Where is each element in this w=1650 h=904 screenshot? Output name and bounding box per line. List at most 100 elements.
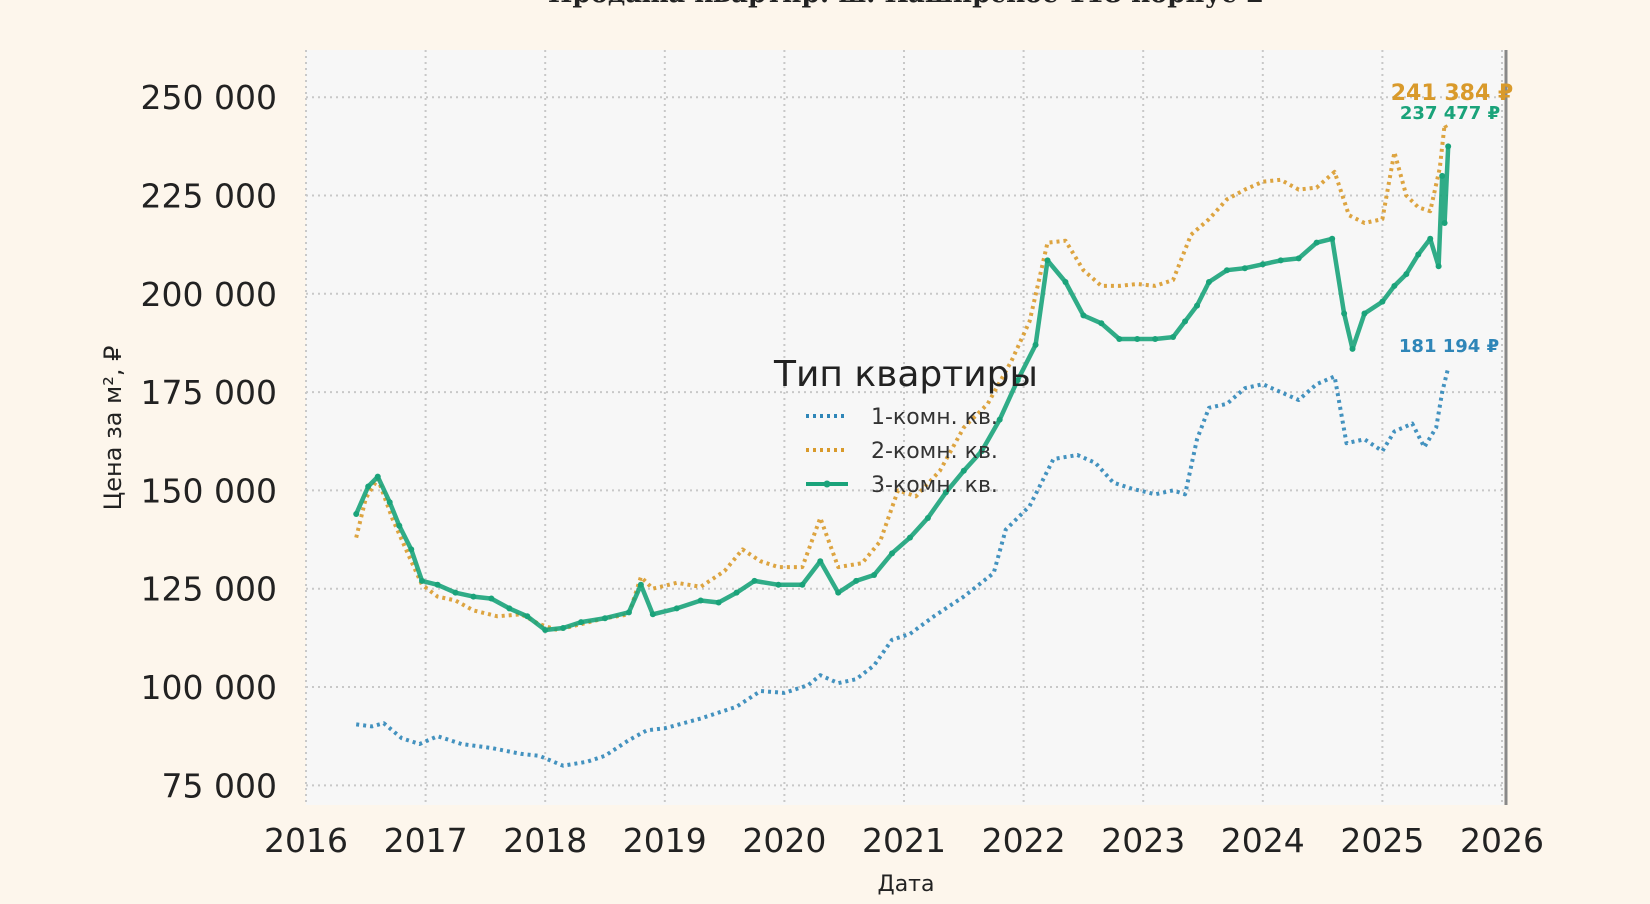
series-point-3 (942, 489, 949, 496)
y-axis-label: Цена за м², ₽ (99, 346, 127, 511)
series-point-3 (637, 581, 644, 588)
series-group (353, 122, 1452, 768)
series-point-3 (978, 448, 985, 455)
series-point-3 (733, 589, 740, 596)
y-tick-label: 125 000 (141, 570, 277, 609)
series-point-3 (434, 581, 441, 588)
series-point-3 (1044, 257, 1051, 264)
x-tick-labels: 2016 2017 2018 2019 2020 2021 2022 2023 2024 2025… (264, 821, 1544, 860)
series-point-3 (1098, 320, 1105, 327)
series-point-3 (1062, 279, 1069, 286)
series-point-3 (1134, 336, 1141, 343)
series-point-3 (996, 416, 1003, 423)
series-point-3 (1194, 302, 1201, 309)
series-point-3 (578, 619, 585, 626)
series-point-3 (673, 605, 680, 612)
series-point-3 (1277, 257, 1284, 264)
series-point-3 (1415, 251, 1422, 258)
series-point-3 (960, 467, 967, 474)
series-point-3 (374, 473, 381, 480)
series-point-3 (1152, 336, 1159, 343)
x-tick-label: 2020 (742, 821, 826, 860)
series-line-3 (353, 144, 1451, 633)
series-point-3 (835, 589, 842, 596)
y-tick-label: 175 000 (141, 373, 277, 412)
series-point-3 (1223, 267, 1230, 274)
series-point-3 (542, 627, 549, 634)
legend-item-label: 2-комн. кв. (871, 439, 998, 464)
series-point-3 (506, 605, 513, 612)
series-point-3 (697, 597, 704, 604)
series-point-3 (1205, 279, 1212, 286)
x-tick-label: 2026 (1460, 821, 1544, 860)
x-tick-label: 2023 (1101, 821, 1185, 860)
series-point-3 (1116, 336, 1123, 343)
series-point-3 (906, 534, 913, 541)
series-point-3 (1403, 271, 1410, 278)
series-point-3 (817, 558, 824, 565)
x-tick-label: 2022 (982, 821, 1066, 860)
grid (305, 50, 1503, 805)
y-tick-labels: 75 000 100 000 125 000 150 000 175 000 200 00… (141, 78, 277, 805)
series-point-3 (1341, 310, 1348, 317)
legend-items: 1-комн. кв. 2-комн. кв. 3-комн. кв. (806, 405, 998, 498)
series-point-3 (1361, 310, 1368, 317)
y-tick-label: 150 000 (141, 471, 277, 510)
end-labels: 181 194 ₽ 241 384 ₽237 477 ₽ (1391, 81, 1513, 357)
series-point-3 (602, 615, 608, 622)
series-point-3 (365, 483, 372, 490)
series-point-3 (853, 577, 860, 584)
series-point-3 (1379, 298, 1386, 305)
legend-title: Тип квартиры (773, 354, 1038, 395)
y-tick-label: 225 000 (141, 176, 277, 215)
series-point-3 (649, 611, 656, 618)
series-point-3 (419, 577, 426, 584)
x-tick-label: 2017 (384, 821, 468, 860)
series-point-3 (889, 550, 896, 557)
series-point-3 (1427, 235, 1434, 242)
x-tick-label: 2019 (623, 821, 707, 860)
series-point-3 (1182, 318, 1189, 325)
legend-item-label: 1-комн. кв. (871, 405, 998, 430)
legend-swatch-marker (823, 480, 831, 488)
series-point-3 (1170, 334, 1177, 341)
series-point-3 (1295, 255, 1302, 262)
series-point-3 (1080, 312, 1087, 319)
series-point-3 (1445, 143, 1452, 150)
series-point-3 (1441, 220, 1448, 227)
series-point-3 (353, 511, 360, 518)
series-end-label-1: 181 194 ₽ (1399, 336, 1499, 357)
y-tick-label: 200 000 (141, 275, 277, 314)
chart-title: Продажа квартир: ш. Каширское 118 корпус… (548, 0, 1264, 9)
series-point-3 (625, 609, 632, 616)
series-point-3 (1241, 265, 1248, 272)
y-tick-label: 100 000 (141, 668, 277, 707)
series-point-3 (924, 514, 931, 521)
x-tick-label: 2024 (1221, 821, 1305, 860)
series-point-3 (1329, 235, 1336, 242)
series-point-3 (751, 577, 758, 584)
x-tick-label: 2016 (264, 821, 348, 860)
series-point-3 (386, 499, 393, 506)
series-line-2 (354, 122, 1450, 632)
series-point-3 (524, 613, 531, 620)
series-point-3 (1435, 263, 1442, 270)
series-point-3 (560, 625, 567, 632)
series-end-label-3: 237 477 ₽ (1400, 103, 1500, 124)
series-point-3 (396, 522, 403, 529)
series-point-3 (1032, 341, 1039, 348)
x-tick-label: 2025 (1340, 821, 1424, 860)
series-point-3 (470, 593, 477, 600)
x-tick-label: 2018 (503, 821, 587, 860)
series-point-3 (1349, 345, 1356, 352)
legend: Тип квартиры 1-комн. кв. 2-комн. кв. 3-ком… (773, 354, 1038, 498)
series-point-3 (871, 571, 878, 578)
series-end-label-2: 241 384 ₽ (1391, 81, 1513, 106)
plot-area (306, 50, 1504, 805)
x-axis-label: Дата (878, 872, 935, 897)
series-point-3 (775, 581, 782, 588)
series-point-3 (1313, 239, 1320, 246)
series-point-3 (452, 589, 459, 596)
